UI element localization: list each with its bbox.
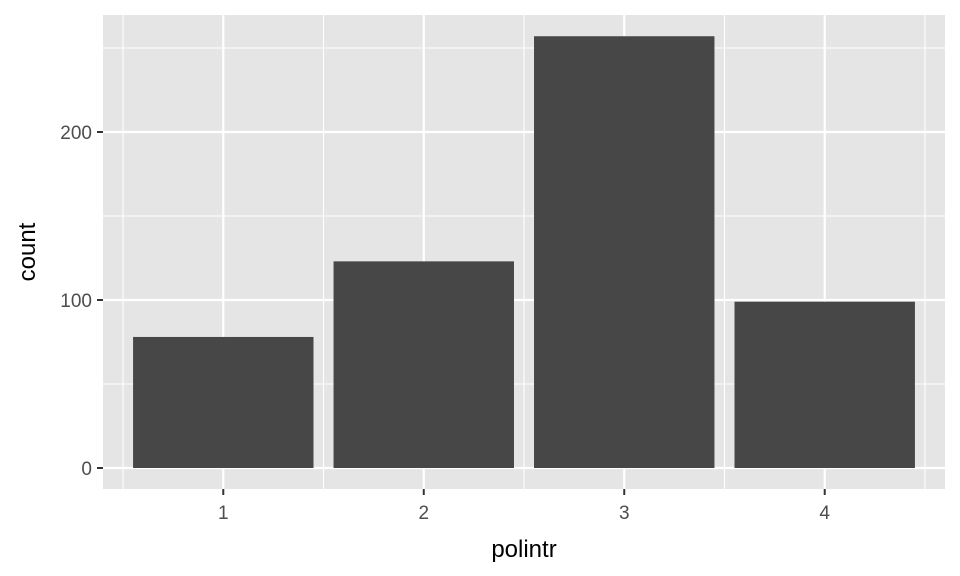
bar-2	[333, 261, 514, 468]
x-axis: 1 2 3 4	[218, 489, 830, 524]
x-axis-title: polintr	[491, 536, 556, 563]
y-tick-label: 200	[60, 123, 92, 144]
y-tick-label: 100	[60, 291, 92, 312]
y-tick-label: 0	[81, 459, 92, 480]
bar-4	[734, 301, 915, 468]
x-tick-label: 2	[418, 503, 429, 524]
x-tick-label: 3	[619, 503, 630, 524]
x-tick-label: 1	[218, 503, 229, 524]
bar-3	[534, 36, 715, 469]
bar-1	[133, 336, 314, 468]
y-axis: 0 100 200	[60, 123, 103, 480]
y-axis-title: count	[14, 222, 41, 281]
x-tick-label: 4	[819, 503, 830, 524]
bars	[133, 36, 915, 469]
